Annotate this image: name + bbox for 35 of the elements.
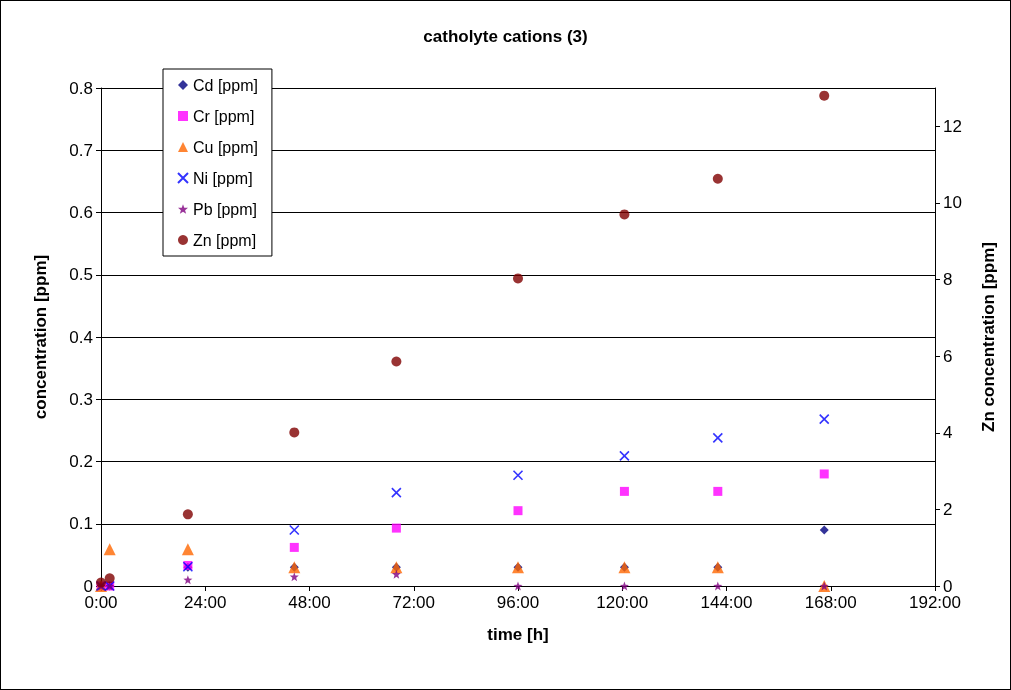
y-tick-label: 0.5 bbox=[69, 265, 93, 285]
x-tick-label: 144:00 bbox=[700, 593, 753, 612]
y2-axis-title: Zn concentration [ppm] bbox=[979, 242, 998, 432]
y-tick-label: 0.8 bbox=[69, 78, 93, 98]
y2-tick-label: 6 bbox=[943, 346, 953, 366]
x-tick-label: 168:00 bbox=[804, 593, 857, 612]
y-tick-label: 0.3 bbox=[69, 389, 93, 409]
legend-label: Cr [ppm] bbox=[193, 107, 255, 125]
y-tick-label: 0.4 bbox=[69, 327, 93, 347]
y2-tick-label: 4 bbox=[943, 423, 953, 443]
x-axis-title: time [h] bbox=[487, 625, 549, 644]
y-tick-label: 0.1 bbox=[69, 514, 93, 534]
legend-label: Zn [ppm] bbox=[193, 231, 257, 249]
x-tick-label: 24:00 bbox=[183, 593, 227, 612]
y-tick-label: 0.6 bbox=[69, 203, 93, 222]
x-tick-label: 72:00 bbox=[392, 593, 436, 612]
y2-tick-label: 12 bbox=[943, 116, 962, 136]
legend-label: Pb [ppm] bbox=[193, 200, 258, 218]
x-tick-label: 48:00 bbox=[288, 593, 331, 612]
y-axis-title: concentration [ppm] bbox=[31, 254, 50, 420]
y-tick-label: 0.2 bbox=[69, 452, 93, 471]
y-tick-label: 0 bbox=[83, 576, 93, 596]
y2-tick-label: 10 bbox=[943, 193, 962, 213]
y2-tick-label: 2 bbox=[943, 499, 953, 519]
x-tick-label: 192:00 bbox=[909, 593, 961, 612]
y2-tick-label: 0 bbox=[943, 576, 953, 596]
legend-label: Cd [ppm] bbox=[193, 76, 258, 94]
x-tick-label: 96:00 bbox=[496, 593, 540, 612]
x-tick-label: 0:00 bbox=[84, 593, 118, 612]
legend-label: Ni [ppm] bbox=[193, 169, 253, 187]
y2-tick-label: 8 bbox=[943, 270, 953, 290]
y-tick-label: 0.7 bbox=[69, 140, 93, 160]
legend-label: Cu [ppm] bbox=[193, 138, 258, 156]
chart-title: catholyte cations (3) bbox=[423, 27, 588, 46]
x-tick-label: 120:00 bbox=[596, 593, 649, 612]
